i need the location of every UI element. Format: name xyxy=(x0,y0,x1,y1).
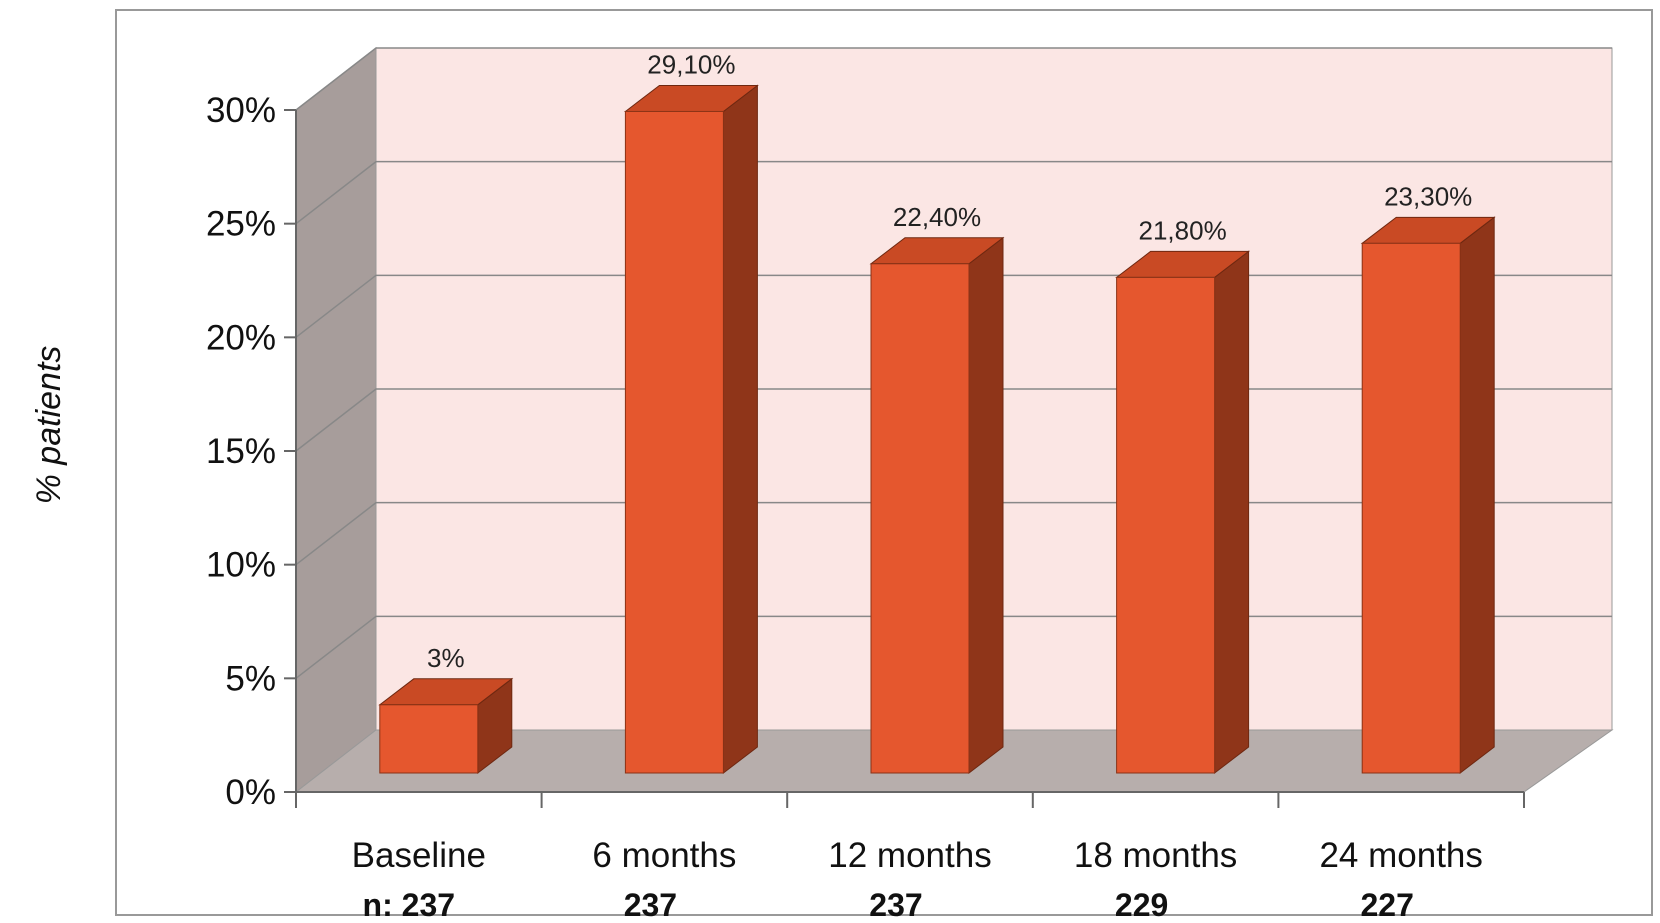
bar-front xyxy=(1116,276,1216,774)
n-label: 237 xyxy=(624,887,677,923)
bar-3 xyxy=(869,236,1005,775)
y-tick-label: 5% xyxy=(225,659,276,698)
y-tick-label: 25% xyxy=(206,205,276,244)
y-tick-label: 30% xyxy=(206,91,276,130)
x-tick-label: 18 months xyxy=(1074,836,1237,875)
n-label: 227 xyxy=(1361,887,1414,923)
data-label: 29,10% xyxy=(647,49,735,79)
data-label: 23,30% xyxy=(1384,181,1472,211)
bar-1 xyxy=(378,677,514,775)
n-label: 229 xyxy=(1115,887,1168,923)
x-tick-label: 6 months xyxy=(592,836,736,875)
data-label: 22,40% xyxy=(893,202,981,232)
bar-front xyxy=(624,110,724,774)
bar-4 xyxy=(1115,250,1251,775)
y-tick-label: 0% xyxy=(225,773,276,812)
x-tick-label: 12 months xyxy=(828,836,991,875)
gridline xyxy=(295,47,1612,111)
x-tick-label: Baseline xyxy=(352,836,486,875)
y-axis-label: % patients xyxy=(30,346,68,505)
n-label: 237 xyxy=(869,887,922,923)
gridline xyxy=(295,160,1612,225)
x-tick-label: 24 months xyxy=(1319,836,1482,875)
bar-2 xyxy=(623,84,759,775)
bar-side xyxy=(1459,216,1495,775)
n-label: n: 237 xyxy=(363,887,455,923)
bar-side xyxy=(722,84,758,775)
y-tick-label: 20% xyxy=(206,318,276,357)
bar-front xyxy=(1361,242,1461,774)
bar-side xyxy=(1214,250,1250,775)
bar-front xyxy=(379,704,479,774)
y-tick-label: 15% xyxy=(206,432,276,471)
data-label: 21,80% xyxy=(1139,215,1227,245)
y-tick-label: 10% xyxy=(206,546,276,585)
bar-side xyxy=(968,236,1004,775)
bar-5 xyxy=(1360,216,1496,775)
data-label: 3% xyxy=(427,643,465,673)
bar-front xyxy=(870,263,970,774)
